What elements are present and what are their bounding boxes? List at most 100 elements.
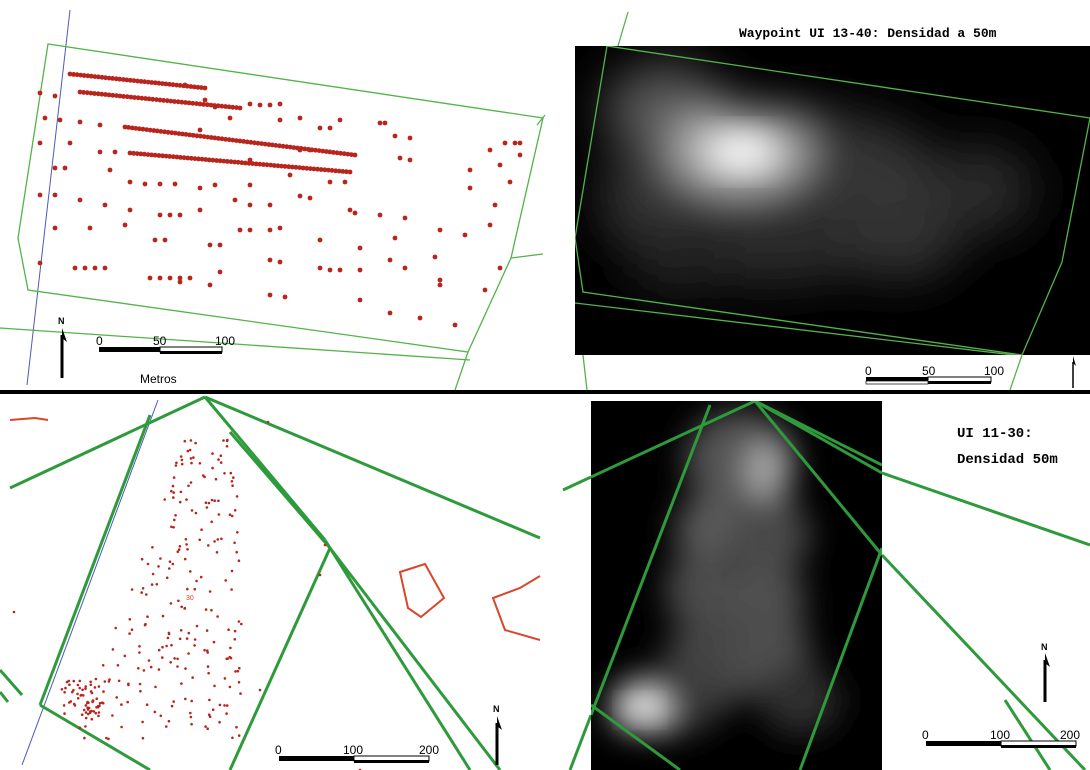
waypoint-dot	[243, 160, 248, 166]
units-label: Metros	[140, 372, 177, 386]
waypoint-dot	[284, 144, 290, 150]
waypoint-dot	[165, 644, 168, 648]
waypoint-dot	[277, 225, 283, 231]
waypoint-dot	[160, 153, 165, 159]
waypoint-dot	[382, 120, 388, 126]
waypoint-dot	[304, 165, 310, 171]
waypoint-dot	[266, 420, 270, 424]
waypoint-dot	[437, 227, 443, 233]
waypoint-dot	[37, 192, 43, 198]
waypoint-dot	[142, 151, 147, 157]
waypoint-dot	[159, 557, 162, 560]
waypoint-dot	[194, 133, 200, 139]
waypoint-dot	[105, 736, 108, 740]
waypoint-dot	[214, 158, 220, 163]
waypoint-dot	[183, 439, 187, 443]
scale-label-0: 0	[275, 743, 282, 757]
waypoint-dot	[89, 683, 93, 687]
waypoint-points	[12, 420, 362, 770]
waypoint-dot	[195, 624, 199, 628]
waypoint-dot	[267, 227, 273, 233]
boundary-line	[536, 114, 546, 126]
waypoint-dot	[183, 607, 186, 610]
scale-label-100: 100	[984, 364, 1004, 378]
waypoint-dot	[462, 232, 468, 238]
waypoint-dot	[185, 498, 188, 501]
waypoint-dot	[163, 153, 169, 159]
waypoint-dot	[90, 717, 94, 721]
waypoint-dot	[80, 713, 84, 716]
waypoint-dot	[234, 138, 239, 144]
waypoint-dot	[208, 102, 214, 108]
waypoint-dot	[165, 129, 171, 135]
waypoint-dot	[84, 685, 87, 688]
waypoint-dot	[187, 132, 193, 138]
waypoint-dot	[234, 670, 237, 673]
waypoint-dot	[225, 439, 229, 443]
waypoint-dot	[159, 714, 163, 718]
waypoint-dot	[172, 476, 176, 479]
waypoint-dot	[273, 143, 279, 148]
waypoint-dot	[165, 576, 169, 580]
waypoint-dot	[291, 145, 297, 151]
waypoint-dot	[72, 679, 76, 683]
waypoint-dot	[223, 104, 228, 109]
waypoint-dot	[297, 193, 303, 199]
waypoint-dot	[97, 714, 100, 718]
waypoint-dot	[172, 99, 177, 104]
waypoint-dot	[233, 629, 237, 633]
waypoint-dot	[300, 165, 306, 171]
waypoint-dot	[198, 538, 201, 542]
waypoint-dot	[302, 146, 308, 152]
waypoint-dot	[84, 725, 87, 728]
waypoint-dot	[191, 676, 194, 679]
waypoint-dot	[99, 74, 105, 80]
scale-label-0: 0	[865, 364, 872, 378]
waypoint-dot	[155, 583, 159, 586]
waypoint-dot	[78, 726, 82, 729]
waypoint-dot	[204, 102, 210, 108]
waypoint-dot	[200, 528, 203, 531]
waypoint-dot	[206, 157, 212, 163]
waypoint-dot	[107, 737, 110, 741]
waypoint-dot	[279, 163, 284, 169]
waypoint-dot	[127, 77, 133, 83]
waypoint-dot	[180, 458, 184, 462]
waypoint-dot	[190, 100, 196, 106]
waypoint-dot	[78, 679, 82, 683]
waypoint-dot	[161, 645, 164, 649]
waypoint-dot	[179, 99, 185, 105]
waypoint-dot	[173, 518, 176, 522]
waypoint-dot	[230, 137, 236, 143]
waypoint-dot	[124, 77, 130, 83]
waypoint-dot	[231, 484, 234, 488]
waypoint-dot	[287, 172, 293, 178]
waypoint-dot	[78, 72, 84, 78]
waypoint-dot	[216, 136, 221, 141]
waypoint-dot	[266, 142, 272, 147]
waypoint-dot	[235, 159, 241, 165]
waypoint-dot	[218, 703, 222, 707]
waypoint-dot	[407, 135, 413, 141]
waypoint-dot	[218, 720, 221, 724]
waypoint-dot	[189, 711, 192, 715]
waypoint-dot	[185, 543, 188, 546]
waypoint-dot	[64, 686, 67, 690]
waypoint-dot	[63, 691, 66, 694]
waypoint-dot	[230, 104, 236, 110]
waypoint-dot	[205, 629, 209, 632]
waypoint-dot	[237, 227, 243, 233]
bottom-left-point-map: 30 N 0 100 200	[0, 395, 541, 770]
waypoint-dot	[216, 538, 220, 541]
waypoint-dot	[137, 667, 140, 670]
red-outlines	[9, 416, 541, 641]
waypoint-dot	[282, 164, 288, 169]
parcel-boundaries-outside	[562, 471, 1090, 770]
waypoint-dot	[86, 712, 90, 716]
waypoint-dot	[517, 152, 523, 158]
waypoint-dot	[223, 472, 226, 475]
waypoint-dot	[102, 690, 105, 693]
scale-label-0: 0	[922, 728, 929, 742]
waypoint-dot	[217, 499, 220, 503]
waypoint-dot	[311, 166, 317, 172]
